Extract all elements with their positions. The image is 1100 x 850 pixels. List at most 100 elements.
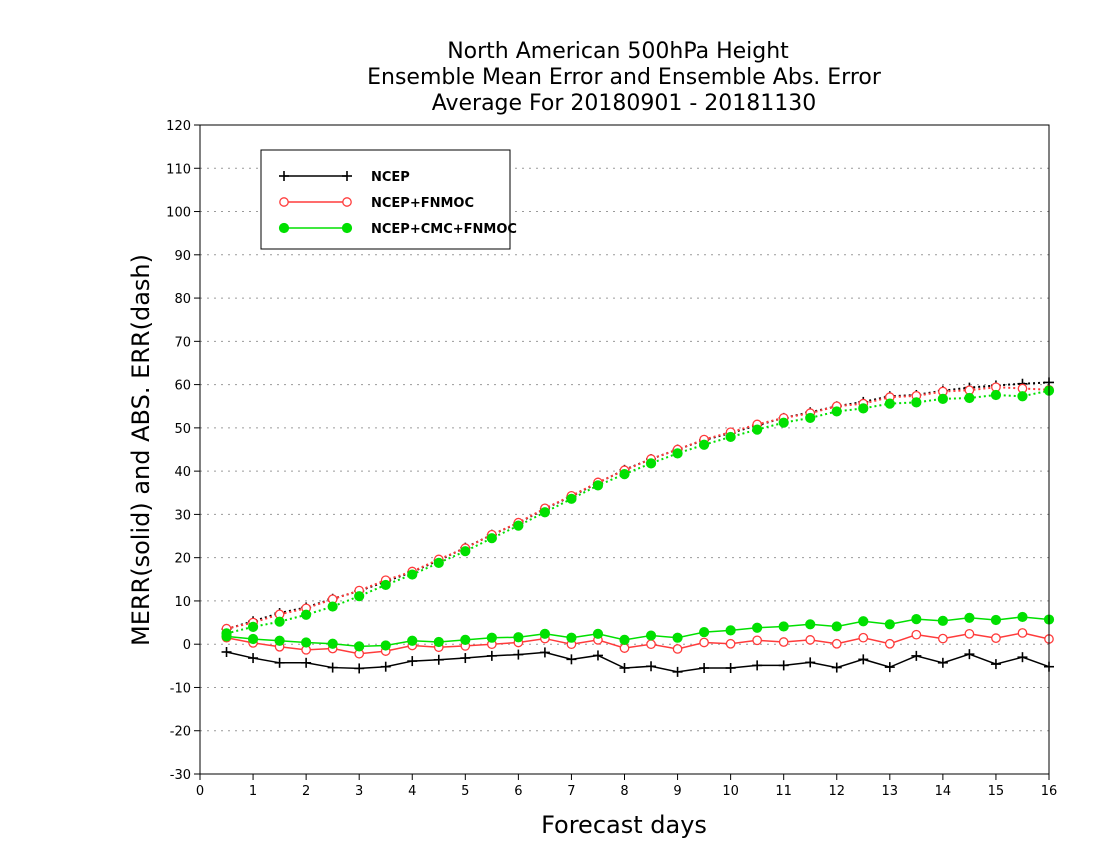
ncep-cmc-fnmoc-abs-error-point: [698, 439, 710, 450]
legend-box: [260, 149, 511, 250]
ncep-mean-error-point: [221, 646, 232, 657]
ncep-fnmoc-mean-error-point: [991, 633, 1001, 643]
x-tick-label: 10: [722, 784, 739, 799]
ncep-fnmoc-mean-error-point: [858, 632, 869, 643]
y-tick-label: 70: [174, 335, 191, 350]
ncep-mean-error-point: [911, 650, 922, 661]
ncep-cmc-fnmoc-abs-error-point: [619, 469, 630, 480]
legend-item-ncep: NCEP: [279, 170, 410, 185]
ncep-cmc-fnmoc-mean-error-point: [884, 619, 895, 630]
ncep-fnmoc-mean-error-point: [672, 644, 683, 654]
ncep-mean-error-point: [831, 662, 842, 673]
x-tick-label: 2: [302, 784, 310, 799]
ncep-cmc-fnmoc-abs-error-point: [460, 546, 471, 557]
ncep-cmc-fnmoc-abs-error-point: [513, 520, 524, 531]
ncep-cmc-fnmoc-abs-error-point: [805, 412, 816, 424]
ncep-cmc-fnmoc-abs-error-point: [433, 557, 444, 568]
ncep-cmc-fnmoc-mean-error-point: [354, 641, 365, 652]
ncep-fnmoc-mean-error-point: [805, 635, 816, 645]
ncep-cmc-fnmoc-abs-error-point: [486, 533, 497, 544]
legend-item-ncep-fnmoc: NCEP+FNMOC: [279, 196, 474, 211]
x-tick-label: 9: [673, 784, 681, 799]
ncep-cmc-fnmoc-abs-error-point: [752, 424, 763, 435]
ncep-mean-error-point: [486, 650, 497, 661]
ncep-cmc-fnmoc-abs-error-point: [858, 403, 869, 414]
y-tick-label: 60: [174, 379, 191, 394]
ncep-cmc-fnmoc-abs-error-line: [226, 389, 1050, 635]
ncep-cmc-fnmoc-mean-error-point: [805, 619, 816, 630]
ncep-mean-error-point: [699, 662, 710, 673]
ncep-cmc-fnmoc-mean-error-point: [645, 630, 657, 641]
ncep-fnmoc-mean-error-point: [831, 638, 842, 649]
ncep-cmc-fnmoc-mean-error-point: [778, 621, 789, 632]
ncep-cmc-fnmoc-abs-error-point: [831, 406, 842, 417]
plot-frame: [199, 124, 1050, 775]
ncep-fnmoc-mean-error-point: [725, 638, 736, 649]
x-tick-label: 14: [935, 784, 952, 799]
ncep-cmc-fnmoc-mean-error-point: [274, 635, 285, 646]
ncep-cmc-fnmoc-abs-error-point: [566, 493, 577, 504]
ncep-mean-error-point: [619, 662, 630, 673]
ncep-mean-error-line: [226, 651, 1050, 673]
ncep-cmc-fnmoc-abs-error-point: [380, 579, 391, 591]
legend: NCEP NCEP+FNMOC NCEP+CMC+FNMOC: [260, 149, 517, 250]
legend-marker: [279, 171, 289, 181]
ncep-fnmoc-mean-error-point: [964, 628, 975, 639]
legend-label: NCEP+CMC+FNMOC: [371, 222, 517, 237]
legend-marker: [342, 171, 352, 181]
ncep-cmc-fnmoc-mean-error-point: [566, 632, 577, 643]
ncep-cmc-fnmoc-mean-error-point: [221, 631, 232, 642]
ncep-mean-error-point: [1017, 652, 1028, 663]
ncep-fnmoc-mean-error-point: [646, 639, 656, 650]
ncep-cmc-fnmoc-mean-error-point: [858, 616, 869, 627]
y-tick-label: 80: [174, 292, 191, 307]
ncep-cmc-fnmoc-abs-error-point: [592, 480, 604, 491]
ncep-cmc-fnmoc-mean-error-point: [619, 634, 630, 645]
y-tick-label: -30: [170, 768, 191, 783]
ncep-cmc-fnmoc-mean-error-point: [539, 628, 551, 639]
ncep-cmc-fnmoc-abs-error-point: [274, 616, 285, 627]
legend-label: NCEP: [371, 170, 410, 185]
ncep-cmc-fnmoc-abs-error-point: [327, 601, 338, 612]
ncep-mean-error-point: [964, 649, 975, 660]
ncep-cmc-fnmoc-abs-error-point: [672, 448, 683, 459]
ncep-fnmoc-mean-error-point: [699, 637, 709, 648]
ncep-cmc-fnmoc-mean-error-point: [1017, 611, 1028, 623]
ncep-fnmoc-mean-error-point: [938, 633, 948, 644]
ncep-cmc-fnmoc-abs-error-point: [1017, 391, 1028, 402]
ncep-cmc-fnmoc-mean-error-point: [486, 632, 497, 643]
ncep-cmc-fnmoc-mean-error-point: [513, 632, 524, 643]
ncep-cmc-fnmoc-abs-error-point: [884, 398, 895, 409]
ncep-mean-error-point: [433, 654, 444, 665]
y-tick-label: 90: [174, 249, 191, 264]
ncep-mean-error-point: [566, 654, 577, 665]
x-tick-label: 16: [1041, 784, 1058, 799]
y-tick-label: 50: [174, 422, 191, 437]
ncep-mean-error-point: [646, 661, 657, 672]
x-tick-label: 13: [882, 784, 899, 799]
ncep-fnmoc-mean-error-point: [911, 629, 922, 640]
ncep-mean-error-point: [937, 657, 948, 668]
y-tick-label: 10: [174, 595, 191, 610]
ncep-cmc-fnmoc-mean-error-point: [698, 626, 710, 638]
ncep-mean-error-point: [460, 653, 471, 664]
title-line-1: North American 500hPa Height: [447, 39, 789, 64]
ncep-cmc-fnmoc-abs-error-point: [354, 591, 365, 602]
ncep-cmc-fnmoc-abs-error-point: [539, 507, 551, 518]
ncep-cmc-fnmoc-mean-error-point: [831, 621, 842, 632]
mean-error-lines: [221, 611, 1055, 677]
y-tick-label: 110: [166, 162, 191, 177]
ncep-mean-error-point: [858, 654, 869, 665]
ncep-cmc-fnmoc-abs-error-point: [911, 397, 922, 408]
y-tick-label: -10: [170, 681, 191, 696]
ncep-mean-error-point: [990, 659, 1001, 670]
ncep-cmc-fnmoc-mean-error-point: [247, 633, 259, 645]
ncep-mean-error-point: [778, 660, 789, 671]
ncep-cmc-fnmoc-mean-error-point: [407, 635, 418, 646]
ncep-mean-error-point: [274, 657, 285, 668]
y-tick-label: 40: [174, 465, 191, 480]
ncep-fnmoc-mean-error-point: [619, 643, 630, 653]
ncep-cmc-fnmoc-mean-error-point: [460, 634, 471, 645]
ncep-cmc-fnmoc-abs-error-point: [964, 392, 975, 404]
